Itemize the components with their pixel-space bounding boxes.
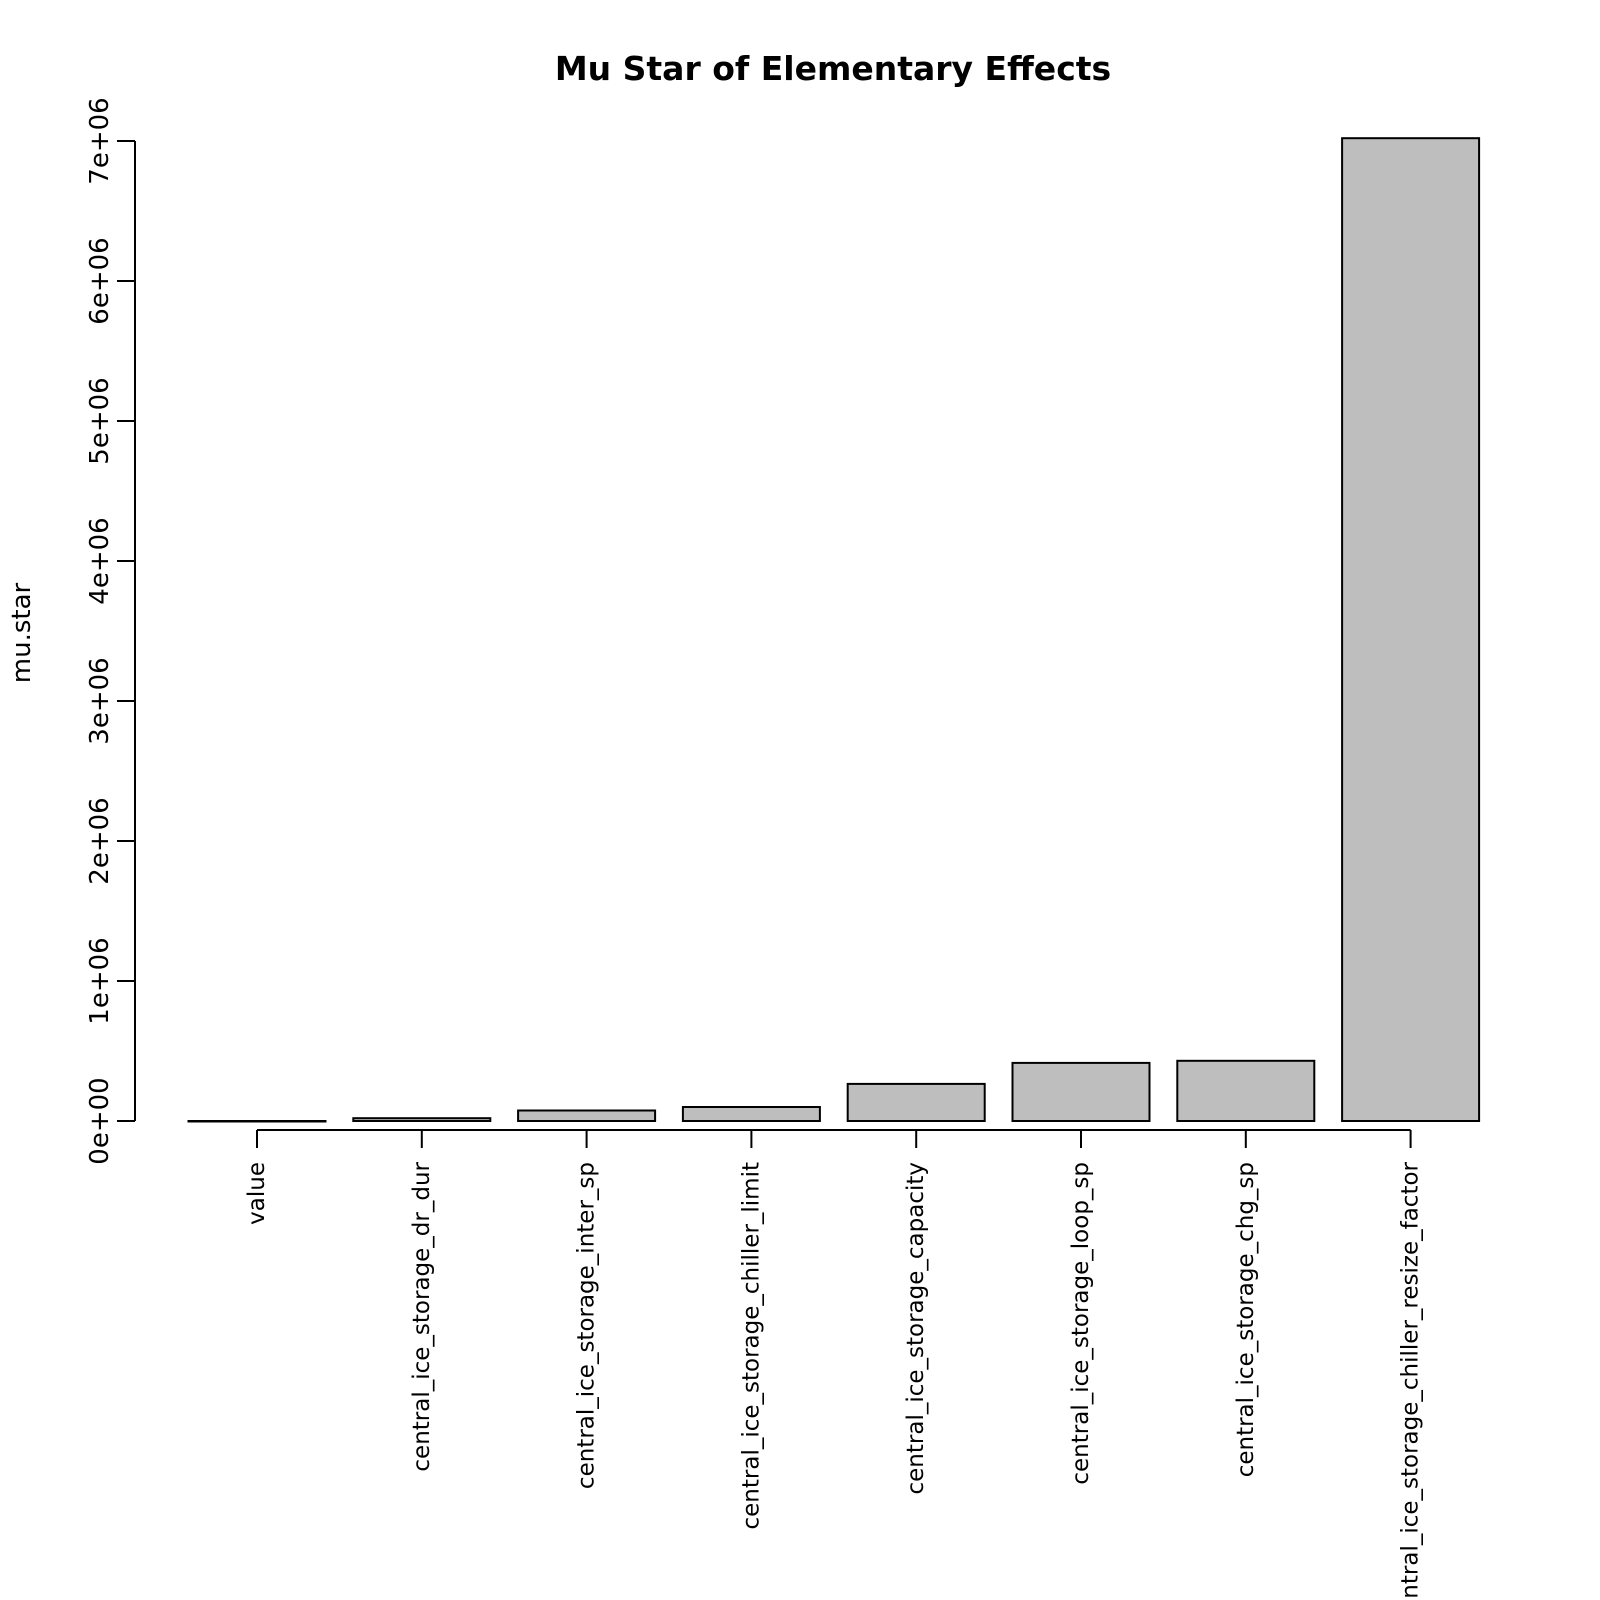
x-category-label: central_ice_storage_chiller_resize_facto… [1398,1161,1424,1600]
bar [187,1120,327,1123]
y-tick-label: 6e+06 [85,237,115,324]
bar [1011,1061,1151,1123]
x-category-label: central_ice_storage_inter_sp [574,1162,600,1489]
x-category-label: central_ice_storage_chiller_limit [738,1162,764,1529]
y-tick-label: 3e+06 [85,657,115,744]
x-category-label: central_ice_storage_loop_sp [1068,1162,1094,1485]
x-axis: value central_ice_storage_dr_dur central_i… [244,1129,1424,1600]
bars [187,137,1481,1123]
x-category-label: central_ice_storage_chg_sp [1233,1162,1259,1477]
y-tick-label: 1e+06 [85,937,115,1024]
y-tick-label: 7e+06 [85,97,115,184]
bar [1341,137,1481,1122]
bar [846,1082,986,1123]
x-category-label: value [244,1162,270,1225]
bar [352,1117,492,1122]
y-axis-label: mu.star [7,582,37,683]
y-tick-label: 5e+06 [85,377,115,464]
y-tick-label: 4e+06 [85,517,115,604]
y-axis: 0e+00 1e+06 2e+06 3e+06 4e+06 5e+06 6e+06 7e+06 [85,97,136,1165]
bar [1176,1059,1316,1123]
x-category-label: central_ice_storage_dr_dur [409,1161,435,1471]
bar [681,1106,821,1122]
x-category-label: central_ice_storage_capacity [903,1162,929,1495]
bar [517,1109,657,1122]
chart-title: Mu Star of Elementary Effects [555,49,1111,88]
y-tick-label: 2e+06 [85,797,115,884]
y-tick-label: 0e+00 [85,1077,115,1164]
